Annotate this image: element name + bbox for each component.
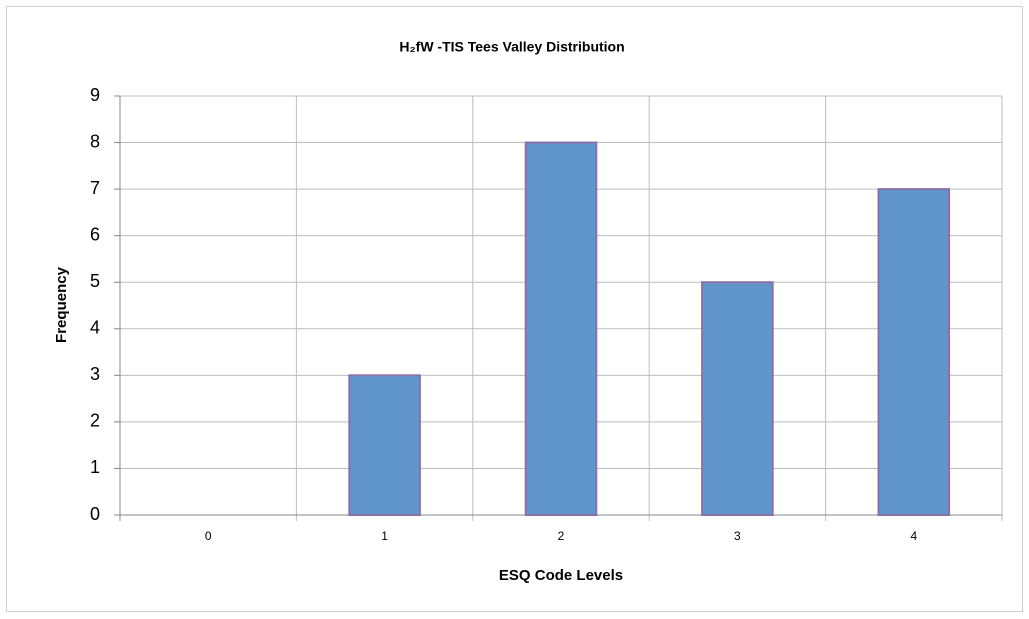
y-tick-label: 2	[90, 411, 100, 431]
x-tick-label: 4	[910, 529, 917, 543]
bar	[877, 188, 951, 516]
y-tick-label: 3	[90, 364, 100, 384]
x-tick-label: 0	[205, 529, 212, 543]
bar	[524, 141, 598, 517]
y-tick-label: 1	[90, 457, 100, 477]
bar	[701, 281, 774, 516]
y-tick-label: 0	[90, 504, 100, 524]
bar	[348, 374, 421, 517]
y-axis-label: Frequency	[53, 266, 70, 343]
x-tick-label: 3	[734, 529, 741, 543]
x-tick-label: 2	[558, 529, 565, 543]
y-tick-label: 7	[90, 178, 100, 198]
y-tick-label: 6	[90, 224, 100, 244]
chart-frame	[6, 6, 1023, 612]
x-axis-label: ESQ Code Levels	[499, 567, 623, 584]
y-tick-label: 4	[90, 318, 100, 338]
y-tick-label: 8	[90, 131, 100, 151]
y-tick-label: 9	[90, 85, 100, 105]
chart-title: H₂fW -TIS Tees Valley Distribution	[399, 39, 624, 55]
x-tick-label: 1	[381, 529, 388, 543]
y-tick-label: 5	[90, 271, 100, 291]
